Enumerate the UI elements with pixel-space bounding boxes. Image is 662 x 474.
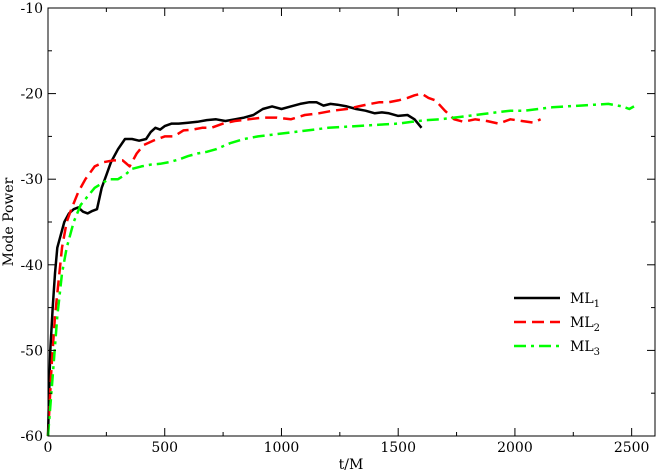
series-layer [46,92,635,437]
series-line-ml3 [46,102,635,437]
x-tick-label: 1000 [264,440,300,456]
x-tick-label: 1500 [380,440,416,456]
x-axis-title: t/M [339,457,364,473]
legend-label-main: ML [570,291,594,307]
x-tick-label: 500 [151,440,178,456]
legend-label-ml2: ML2 [570,315,600,334]
legend-label-ml3: ML3 [570,339,600,358]
legend-label-subscript: 2 [594,323,600,334]
y-tick-label: -30 [20,172,43,188]
legend-label-subscript: 1 [594,299,600,310]
x-tick-label: 0 [44,440,53,456]
y-tick-label: -50 [20,343,43,359]
series-line-ml2 [46,92,542,437]
legend-label-main: ML [570,315,594,331]
legend-label-main: ML [570,339,594,355]
ticks-layer: 0 500 1000 1500 2000 2500 -60 -50 -40 -30 -20 -10 [20,1,655,456]
y-tick-label: -10 [20,1,43,17]
legend-label-ml1: ML1 [570,291,600,310]
x-tick-label: 2000 [497,440,533,456]
y-tick-label: -20 [20,87,43,103]
y-axis-title: Mode Power [1,177,17,266]
y-tick-label: -60 [20,429,43,445]
legend-label-subscript: 3 [594,347,600,358]
y-tick-label: -40 [20,258,43,274]
x-tick-label: 2500 [614,440,650,456]
